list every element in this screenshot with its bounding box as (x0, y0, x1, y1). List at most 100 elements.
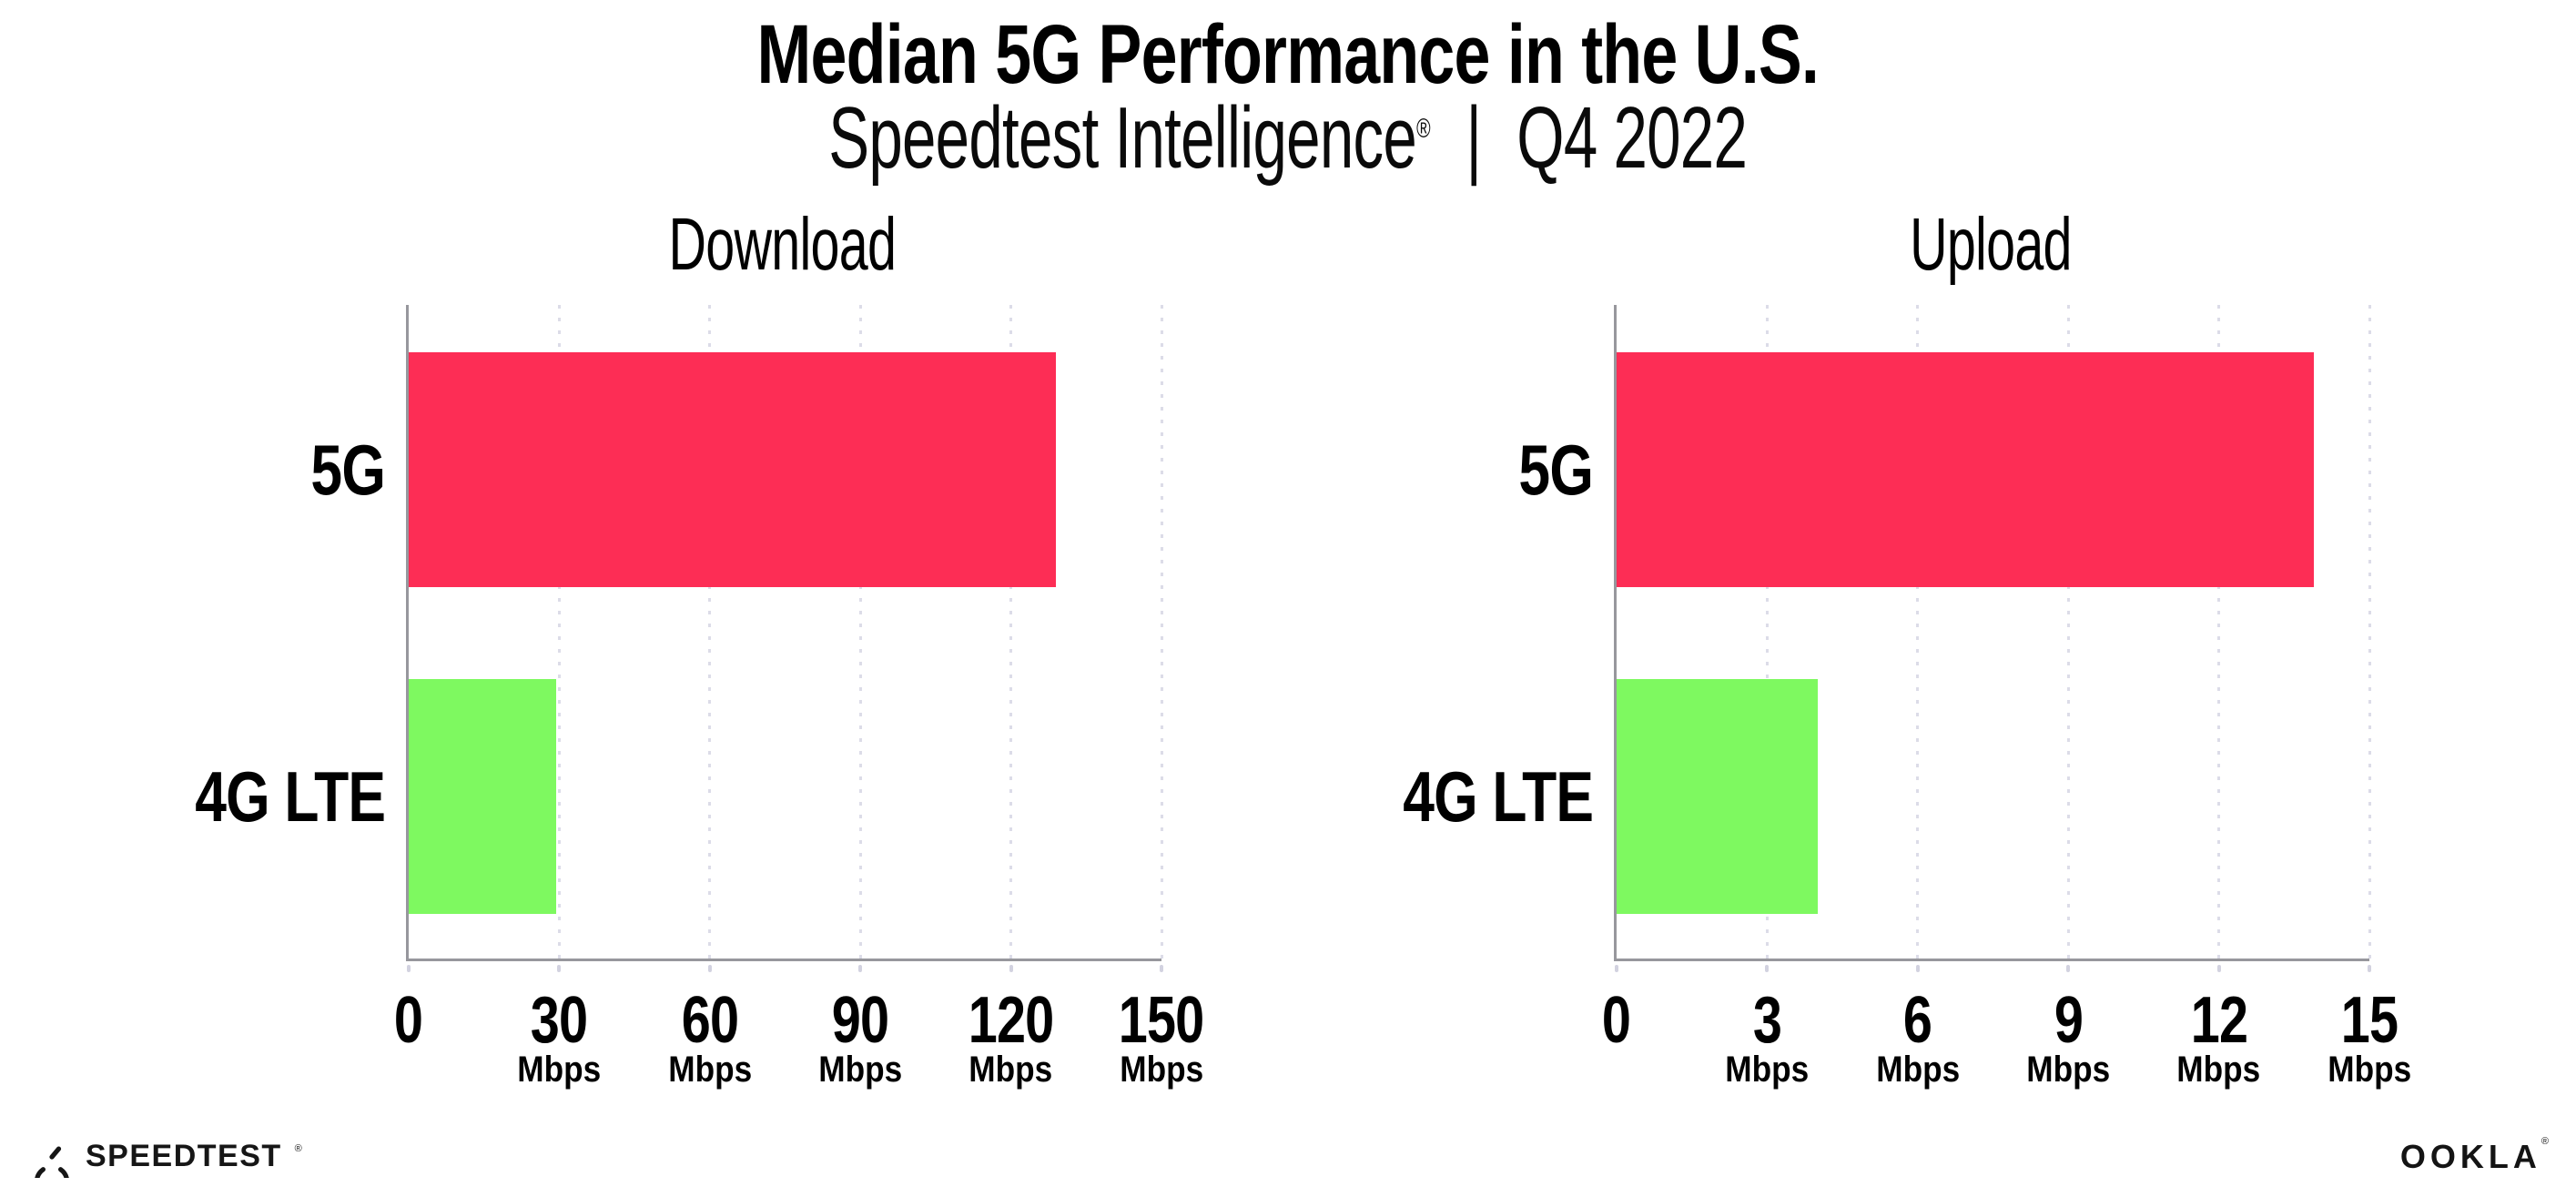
x-tick-unit-label-120: Mbps (920, 1051, 1102, 1088)
x-tick-label-3: 3 (1676, 988, 1858, 1053)
x-tick-label-text: 3 (1752, 984, 1782, 1057)
tick-mark-3 (1765, 965, 1770, 972)
download-chart-panel: Download 0 30 Mbps 60 Mbps 90 Mbps 120 Mbps 150 Mb… (15, 208, 1205, 1145)
page-title: Median 5G Performance in the U.S. (0, 13, 2576, 96)
x-tick-label-60: 60 (619, 988, 801, 1053)
x-tick-unit-text: Mbps (1875, 1050, 1960, 1090)
x-tick-label-12: 12 (2128, 988, 2310, 1053)
gridline-90 (858, 305, 862, 959)
upload-chart-panel: Upload 0 3 Mbps 6 Mbps 9 Mbps 12 Mbps 15 Mbps 5G 4G … (1222, 208, 2411, 1145)
speedtest-logo: SPEEDTEST ® (31, 1132, 302, 1180)
category-label-text: 5G (310, 430, 385, 510)
tick-mark-90 (858, 965, 863, 972)
page-title-text: Median 5G Performance in the U.S. (756, 8, 1820, 101)
x-tick-unit-text: Mbps (667, 1050, 752, 1090)
x-tick-label-text: 0 (394, 984, 423, 1057)
speedtest-gauge-icon (35, 1146, 69, 1178)
x-tick-unit-label-15: Mbps (2278, 1051, 2460, 1088)
gridline-12 (2217, 305, 2221, 959)
tick-mark-150 (1160, 965, 1163, 972)
tick-mark-9 (2066, 965, 2071, 972)
x-tick-unit-label-12: Mbps (2128, 1051, 2310, 1088)
tick-mark-15 (2368, 965, 2371, 972)
gridline-9 (2066, 305, 2070, 959)
x-tick-label-text: 12 (2190, 984, 2247, 1057)
gridline-3 (1765, 305, 1769, 959)
speedtest-wordmark: SPEEDTEST (86, 1138, 282, 1173)
x-tick-unit-text: Mbps (2026, 1050, 2111, 1090)
x-tick-label-30: 30 (468, 988, 650, 1053)
x-tick-label-9: 9 (1977, 988, 2159, 1053)
tick-mark-12 (2216, 965, 2221, 972)
x-tick-label-text: 30 (531, 984, 588, 1057)
category-label-4g-lte: 4G LTE (17, 755, 386, 838)
ookla-registered-mark: ® (2541, 1136, 2549, 1147)
download-plot-area: 0 30 Mbps 60 Mbps 90 Mbps 120 Mbps 150 Mbps 5G 4G LT… (195, 305, 1205, 1088)
gridline-150 (1160, 305, 1163, 959)
x-tick-unit-label-3: Mbps (1676, 1051, 1858, 1088)
subtitle-separator: | (1465, 89, 1482, 187)
x-tick-label-text: 15 (2340, 984, 2399, 1057)
category-label-text: 5G (1518, 430, 1593, 510)
x-tick-unit-text: Mbps (1120, 1050, 1203, 1090)
x-tick-unit-text: Mbps (1725, 1050, 1810, 1090)
x-tick-label-6: 6 (1827, 988, 2009, 1053)
subtitle-brand: Speedtest Intelligence (828, 89, 1418, 187)
category-label-5g: 5G (1225, 428, 1593, 512)
x-tick-unit-text: Mbps (818, 1050, 903, 1090)
category-label-4g-lte: 4G LTE (1225, 755, 1594, 838)
x-tick-label-text: 90 (831, 984, 889, 1057)
x-tick-label-text: 9 (2054, 984, 2084, 1057)
upload-plot-area: 0 3 Mbps 6 Mbps 9 Mbps 12 Mbps 15 Mbps 5G 4G LTE (1403, 305, 2411, 1088)
x-tick-label-150: 150 (1070, 988, 1253, 1053)
x-tick-unit-label-60: Mbps (619, 1051, 801, 1088)
x-tick-unit-text: Mbps (517, 1050, 602, 1090)
bar-4g-lte (1617, 679, 1818, 914)
ookla-logo: OOKLA ® (2399, 1136, 2549, 1178)
x-tick-unit-label-150: Mbps (1070, 1051, 1253, 1088)
tick-mark-0 (407, 965, 411, 972)
x-tick-unit-label-30: Mbps (468, 1051, 650, 1088)
category-label-5g: 5G (17, 428, 385, 512)
bar-5g (409, 352, 1057, 587)
gridline-120 (1009, 305, 1013, 959)
category-label-text: 4G LTE (1403, 756, 1594, 837)
x-tick-label-90: 90 (769, 988, 951, 1053)
tick-mark-30 (557, 965, 562, 972)
registered-mark: ® (1416, 114, 1431, 144)
tick-mark-60 (707, 965, 712, 972)
x-tick-label-text: 0 (1602, 984, 1631, 1057)
x-tick-label-text: 60 (681, 984, 739, 1057)
x-tick-label-text: 6 (1903, 984, 1932, 1057)
x-tick-unit-text: Mbps (2328, 1050, 2411, 1090)
x-tick-label-text: 120 (968, 984, 1055, 1057)
gridline-15 (2368, 305, 2371, 959)
speedtest-registered-mark: ® (294, 1143, 302, 1154)
gridline-60 (708, 305, 712, 959)
upload-chart-title-text: Upload (1909, 203, 2072, 286)
x-tick-label-text: 150 (1119, 984, 1205, 1057)
x-tick-unit-label-90: Mbps (769, 1051, 951, 1088)
x-tick-label-15: 15 (2278, 988, 2460, 1053)
page-subtitle: Speedtest Intelligence® | Q4 2022 (0, 95, 2576, 182)
ookla-wordmark: OOKLA (2399, 1138, 2541, 1175)
tick-mark-120 (1009, 965, 1013, 972)
bar-4g-lte (409, 679, 557, 914)
subtitle-period: Q4 2022 (1516, 89, 1749, 187)
x-tick-label-0: 0 (318, 988, 500, 1053)
upload-chart-title: Upload (1614, 208, 2367, 282)
x-tick-unit-label-6: Mbps (1827, 1051, 2009, 1088)
x-tick-unit-text: Mbps (2176, 1050, 2261, 1090)
x-tick-unit-text: Mbps (969, 1050, 1053, 1090)
category-label-text: 4G LTE (195, 756, 386, 837)
tick-mark-0 (1615, 965, 1618, 972)
download-chart-title: Download (406, 208, 1159, 282)
gridline-30 (557, 305, 561, 959)
download-chart-title-text: Download (668, 203, 897, 286)
page-subtitle-text: Speedtest Intelligence® | Q4 2022 (829, 95, 1749, 182)
x-tick-label-120: 120 (920, 988, 1102, 1053)
gridline-6 (1916, 305, 1920, 959)
x-tick-unit-label-9: Mbps (1977, 1051, 2159, 1088)
tick-mark-6 (1915, 965, 1920, 972)
